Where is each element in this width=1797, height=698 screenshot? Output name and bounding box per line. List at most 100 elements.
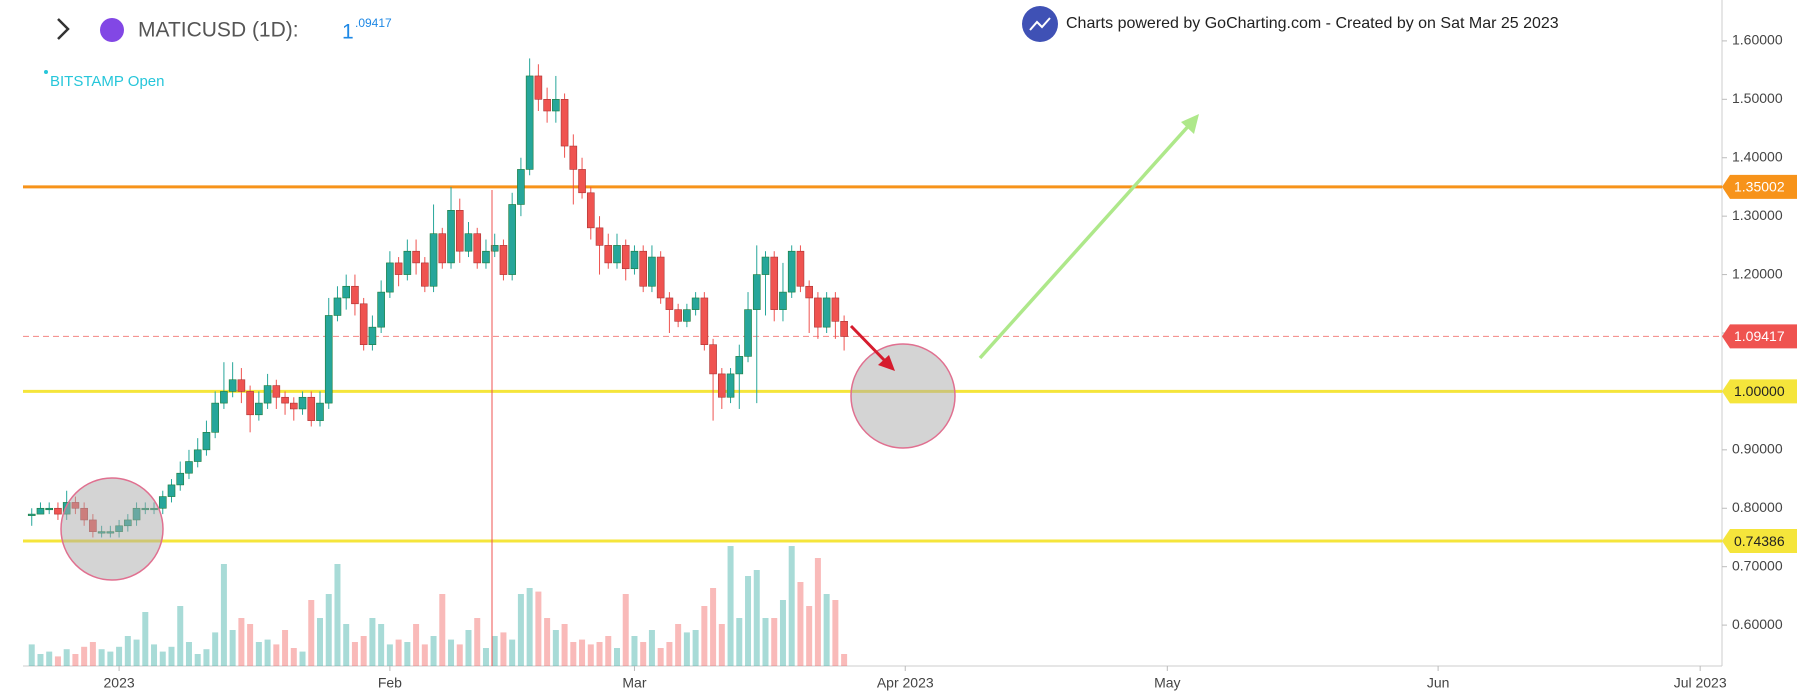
candle-body xyxy=(298,396,307,410)
volume-bar xyxy=(177,606,184,666)
candle-body xyxy=(674,309,682,322)
volume-bar xyxy=(605,636,612,666)
x-tick-label: Feb xyxy=(378,675,402,691)
y-tick-label: 0.80000 xyxy=(1732,499,1783,515)
volume-bar xyxy=(832,600,839,666)
candle-body xyxy=(648,256,656,287)
candle-body xyxy=(814,297,822,328)
volume-bar xyxy=(823,594,830,666)
candle-body xyxy=(770,256,779,310)
volume-bar xyxy=(657,648,664,666)
candle-body xyxy=(45,507,54,511)
candle-body xyxy=(228,379,237,392)
annotation-arrowhead xyxy=(878,355,895,371)
volume-bar xyxy=(718,624,725,666)
volume-bar xyxy=(89,642,96,666)
candle-body xyxy=(490,245,499,252)
candle-body xyxy=(805,285,813,299)
candle-body xyxy=(639,250,648,287)
volume-bar xyxy=(675,624,682,666)
candle-body xyxy=(403,250,412,275)
candle-body xyxy=(246,391,254,416)
x-tick-label: May xyxy=(1154,675,1180,691)
candle-body xyxy=(683,309,691,322)
volume-bar xyxy=(753,570,760,666)
volume-bar xyxy=(797,582,804,666)
candle-body xyxy=(176,472,185,486)
candle-body xyxy=(263,385,272,404)
volume-bar xyxy=(448,639,455,666)
volume-bar xyxy=(212,632,219,666)
candle-body xyxy=(604,245,613,264)
candle-body xyxy=(307,396,316,421)
volume-bar xyxy=(456,644,463,666)
volume-bar xyxy=(72,654,79,666)
volume-bar xyxy=(526,588,533,666)
price-badge-label: 1.09417 xyxy=(1734,328,1785,344)
candle-body xyxy=(744,309,752,357)
candle-body xyxy=(586,192,595,229)
volume-bar xyxy=(771,618,778,666)
candle-body xyxy=(351,285,359,305)
volume-bar xyxy=(683,632,690,666)
volume-bar xyxy=(465,630,472,666)
candle-body xyxy=(718,373,726,398)
volume-bar xyxy=(255,642,262,666)
volume-bar xyxy=(500,632,507,666)
candle-body xyxy=(377,291,385,328)
candle-body xyxy=(255,402,263,416)
candle-body xyxy=(840,321,848,337)
candle-body xyxy=(438,233,447,264)
candle-body xyxy=(333,297,342,316)
candle-body xyxy=(552,99,560,112)
y-tick-label: 1.60000 xyxy=(1732,32,1783,48)
candle-body xyxy=(735,356,744,375)
volume-bar xyxy=(316,618,323,666)
candle-body xyxy=(517,169,525,205)
volume-bar xyxy=(203,649,210,666)
volume-bar xyxy=(229,630,236,666)
candle-body xyxy=(359,303,368,345)
volume-bar xyxy=(430,636,437,666)
x-tick-label: 2023 xyxy=(104,675,135,691)
candle-body xyxy=(752,274,761,310)
y-tick-label: 0.70000 xyxy=(1732,557,1783,573)
candle-body xyxy=(613,245,621,264)
volume-bar xyxy=(587,644,594,666)
volume-bar xyxy=(648,630,655,666)
volume-bar xyxy=(54,656,61,666)
candle-body xyxy=(211,402,219,433)
candle-body xyxy=(665,297,674,310)
candle-body xyxy=(394,262,403,275)
volume-bar xyxy=(622,594,629,666)
volume-bar xyxy=(299,651,306,666)
volume-bar xyxy=(788,546,795,666)
volume-bar xyxy=(194,654,201,666)
candle-body xyxy=(796,250,805,287)
volume-bar xyxy=(351,642,358,666)
volume-bar xyxy=(745,576,752,666)
candle-body xyxy=(464,233,473,252)
candle-body xyxy=(543,99,551,112)
volume-bar xyxy=(46,651,53,666)
price-badge-label: 1.00000 xyxy=(1734,383,1785,399)
x-tick-label: Apr 2023 xyxy=(877,675,934,691)
price-badge xyxy=(1722,529,1797,554)
candle-body xyxy=(822,297,831,328)
candle-body xyxy=(202,432,211,451)
volume-bar xyxy=(841,654,848,666)
price-badge-label: 1.35002 xyxy=(1734,179,1785,195)
candle-body xyxy=(508,204,516,275)
volume-bar xyxy=(142,612,149,666)
annotation-circle xyxy=(60,477,164,581)
candle-body xyxy=(167,484,176,497)
price-badge xyxy=(1722,174,1797,199)
collapse-chevron[interactable] xyxy=(57,18,70,40)
candle-body xyxy=(386,262,394,293)
y-tick-label: 0.90000 xyxy=(1732,441,1783,457)
volume-bar xyxy=(491,636,498,666)
volume-bar xyxy=(710,588,717,666)
volume-bar xyxy=(290,648,297,666)
volume-bar xyxy=(151,644,158,666)
